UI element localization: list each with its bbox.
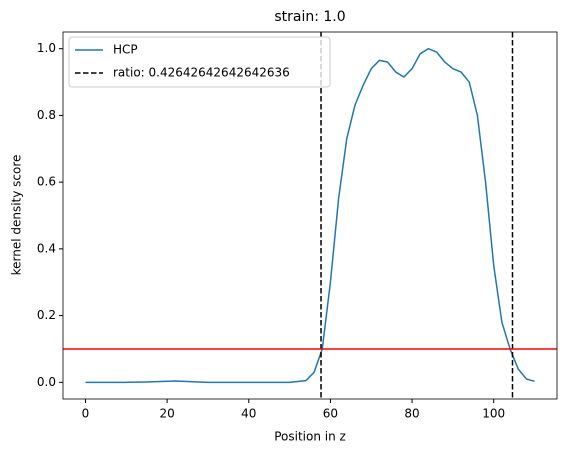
chart-title: strain: 1.0 xyxy=(274,9,345,25)
x-tick-label: 60 xyxy=(323,407,338,421)
x-tick-label: 80 xyxy=(404,407,419,421)
legend-label: ratio: 0.42642642642642636 xyxy=(113,66,290,80)
y-tick-label: 0.6 xyxy=(37,175,56,189)
y-tick-label: 1.0 xyxy=(37,41,56,55)
y-tick-label: 0.0 xyxy=(37,375,56,389)
x-axis-label: Position in z xyxy=(274,430,346,444)
line-series xyxy=(85,47,535,384)
legend-box xyxy=(68,36,331,88)
plot-frame xyxy=(62,31,558,400)
x-tick-label: 100 xyxy=(482,407,505,421)
y-tick-label: 0.2 xyxy=(37,308,56,322)
y-tick-label: 0.4 xyxy=(37,241,56,255)
x-tick-label: 0 xyxy=(82,407,90,421)
y-axis-label: kernel density score xyxy=(10,155,24,276)
x-tick-label: 20 xyxy=(159,407,174,421)
y-tick-label: 0.8 xyxy=(37,108,56,122)
legend-label: HCP xyxy=(113,43,138,57)
x-tick-label: 40 xyxy=(241,407,256,421)
